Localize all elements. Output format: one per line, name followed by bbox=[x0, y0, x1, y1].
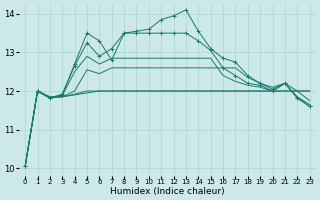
X-axis label: Humidex (Indice chaleur): Humidex (Indice chaleur) bbox=[110, 187, 225, 196]
